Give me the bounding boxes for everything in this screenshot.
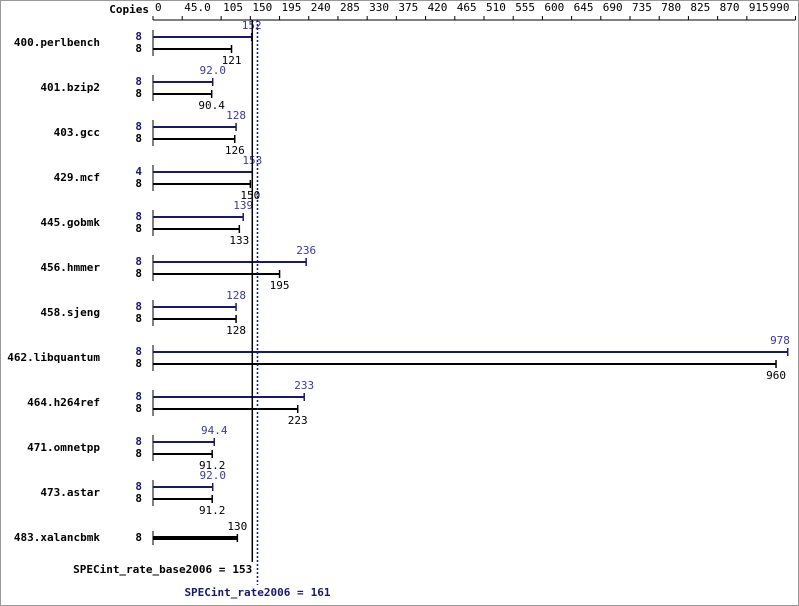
x-tick-label: 45.0 [184,1,211,14]
copies-label: 8 [135,120,142,133]
x-tick-label: 240 [311,1,331,14]
reference-name: SPECint_rate_base2006 = [73,563,226,576]
x-tick-label: 990 [770,1,790,14]
x-tick-label: 780 [661,1,681,14]
value-label: 236 [296,244,316,257]
value-label: 128 [226,109,246,122]
copies-label: 8 [135,312,142,325]
x-tick-label: 735 [632,1,652,14]
x-tick-label: 825 [690,1,710,14]
x-tick-label: 600 [544,1,564,14]
category-label: 403.gcc [54,126,100,139]
copies-label: 8 [135,531,142,544]
category-label: 456.hmmer [40,261,100,274]
value-label: 128 [226,324,246,337]
x-tick-label: 645 [574,1,594,14]
x-tick-label: 195 [282,1,302,14]
category-label: 458.sjeng [40,306,100,319]
x-tick-label: 375 [398,1,418,14]
value-label: 121 [222,54,242,67]
copies-label: 8 [135,222,142,235]
copies-label: 8 [135,267,142,280]
copies-label: 8 [135,390,142,403]
value-label: 126 [225,144,245,157]
copies-label: 8 [135,300,142,313]
x-tick-label: 555 [515,1,535,14]
category-label: 464.h264ref [27,396,100,409]
category-label: 483.xalancbmk [14,531,100,544]
value-label: 130 [227,520,247,533]
x-tick-label: 510 [486,1,506,14]
value-label: 91.2 [199,504,226,517]
category-label: 445.gobmk [40,216,100,229]
x-tick-label: 0 [155,1,162,14]
x-tick-label: 690 [603,1,623,14]
reference-label: SPECint_rate_base2006 = 153 [73,563,252,576]
value-label: 223 [288,414,308,427]
value-label: 128 [226,289,246,302]
reference-label: SPECint_rate2006 = 161 [184,586,330,599]
x-tick-label: 915 [749,1,769,14]
category-label: 473.astar [40,486,100,499]
axis-title: Copies [109,3,149,16]
copies-label: 8 [135,42,142,55]
copies-label: 8 [135,447,142,460]
copies-label: 8 [135,480,142,493]
value-label: 978 [770,334,790,347]
x-tick-label: 870 [720,1,740,14]
copies-label: 8 [135,132,142,145]
copies-label: 8 [135,345,142,358]
copies-label: 8 [135,255,142,268]
x-tick-label: 465 [457,1,477,14]
category-label: 401.bzip2 [40,81,100,94]
x-tick-label: 420 [428,1,448,14]
copies-label: 8 [135,75,142,88]
reference-value: 153 [232,563,252,576]
reference-name: SPECint_rate2006 = [184,586,304,599]
category-label: 400.perlbench [14,36,100,49]
copies-label: 8 [135,435,142,448]
copies-label: 8 [135,30,142,43]
reference-value: 161 [311,586,331,599]
copies-label: 8 [135,177,142,190]
category-label: 471.omnetpp [27,441,100,454]
value-label: 92.0 [199,64,226,77]
value-label: 150 [240,189,260,202]
value-label: 90.4 [198,99,225,112]
copies-label: 8 [135,210,142,223]
copies-label: 8 [135,492,142,505]
value-label: 960 [766,369,786,382]
copies-label: 8 [135,87,142,100]
category-label: 429.mcf [54,171,100,184]
copies-label: 8 [135,402,142,415]
value-label: 233 [294,379,314,392]
x-tick-label: 150 [252,1,272,14]
x-tick-label: 105 [223,1,243,14]
value-label: 195 [270,279,290,292]
copies-label: 8 [135,357,142,370]
copies-label: 4 [135,165,142,178]
value-label: 91.2 [199,459,226,472]
value-label: 92.0 [199,469,226,482]
category-label: 462.libquantum [7,351,100,364]
x-tick-label: 330 [369,1,389,14]
value-label: 133 [229,234,249,247]
value-label: 94.4 [201,424,228,437]
x-tick-label: 285 [340,1,360,14]
value-label: 139 [233,199,253,212]
